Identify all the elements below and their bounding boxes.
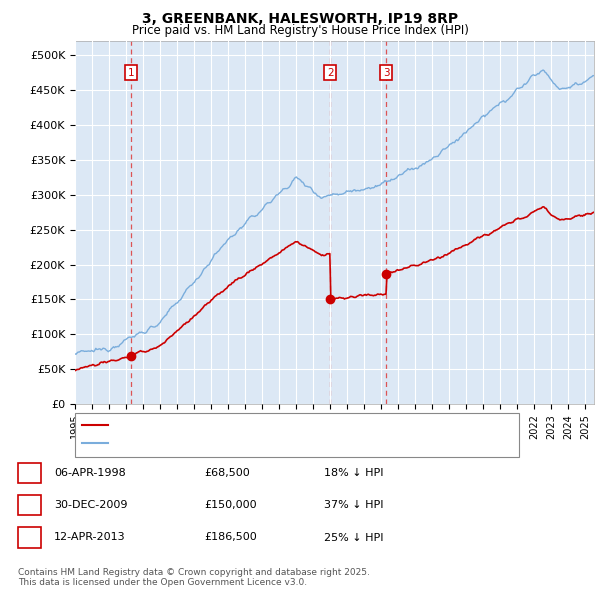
Text: £186,500: £186,500 [204, 533, 257, 542]
Text: 3, GREENBANK, HALESWORTH, IP19 8RP (detached house): 3, GREENBANK, HALESWORTH, IP19 8RP (deta… [112, 420, 416, 430]
Text: 1: 1 [127, 68, 134, 78]
Text: 3, GREENBANK, HALESWORTH, IP19 8RP: 3, GREENBANK, HALESWORTH, IP19 8RP [142, 12, 458, 26]
Text: 3: 3 [383, 68, 389, 78]
Text: 25% ↓ HPI: 25% ↓ HPI [324, 533, 383, 542]
Text: Price paid vs. HM Land Registry's House Price Index (HPI): Price paid vs. HM Land Registry's House … [131, 24, 469, 37]
Text: 2: 2 [327, 68, 334, 78]
Text: 06-APR-1998: 06-APR-1998 [54, 468, 126, 477]
Text: 18% ↓ HPI: 18% ↓ HPI [324, 468, 383, 477]
Text: 2: 2 [26, 500, 33, 510]
Text: HPI: Average price, detached house, East Suffolk: HPI: Average price, detached house, East… [112, 438, 367, 447]
Text: 37% ↓ HPI: 37% ↓ HPI [324, 500, 383, 510]
Text: 12-APR-2013: 12-APR-2013 [54, 533, 125, 542]
Text: £150,000: £150,000 [204, 500, 257, 510]
Text: 3: 3 [26, 533, 33, 542]
Text: 30-DEC-2009: 30-DEC-2009 [54, 500, 128, 510]
Text: Contains HM Land Registry data © Crown copyright and database right 2025.
This d: Contains HM Land Registry data © Crown c… [18, 568, 370, 587]
Text: 1: 1 [26, 468, 33, 477]
Text: £68,500: £68,500 [204, 468, 250, 477]
